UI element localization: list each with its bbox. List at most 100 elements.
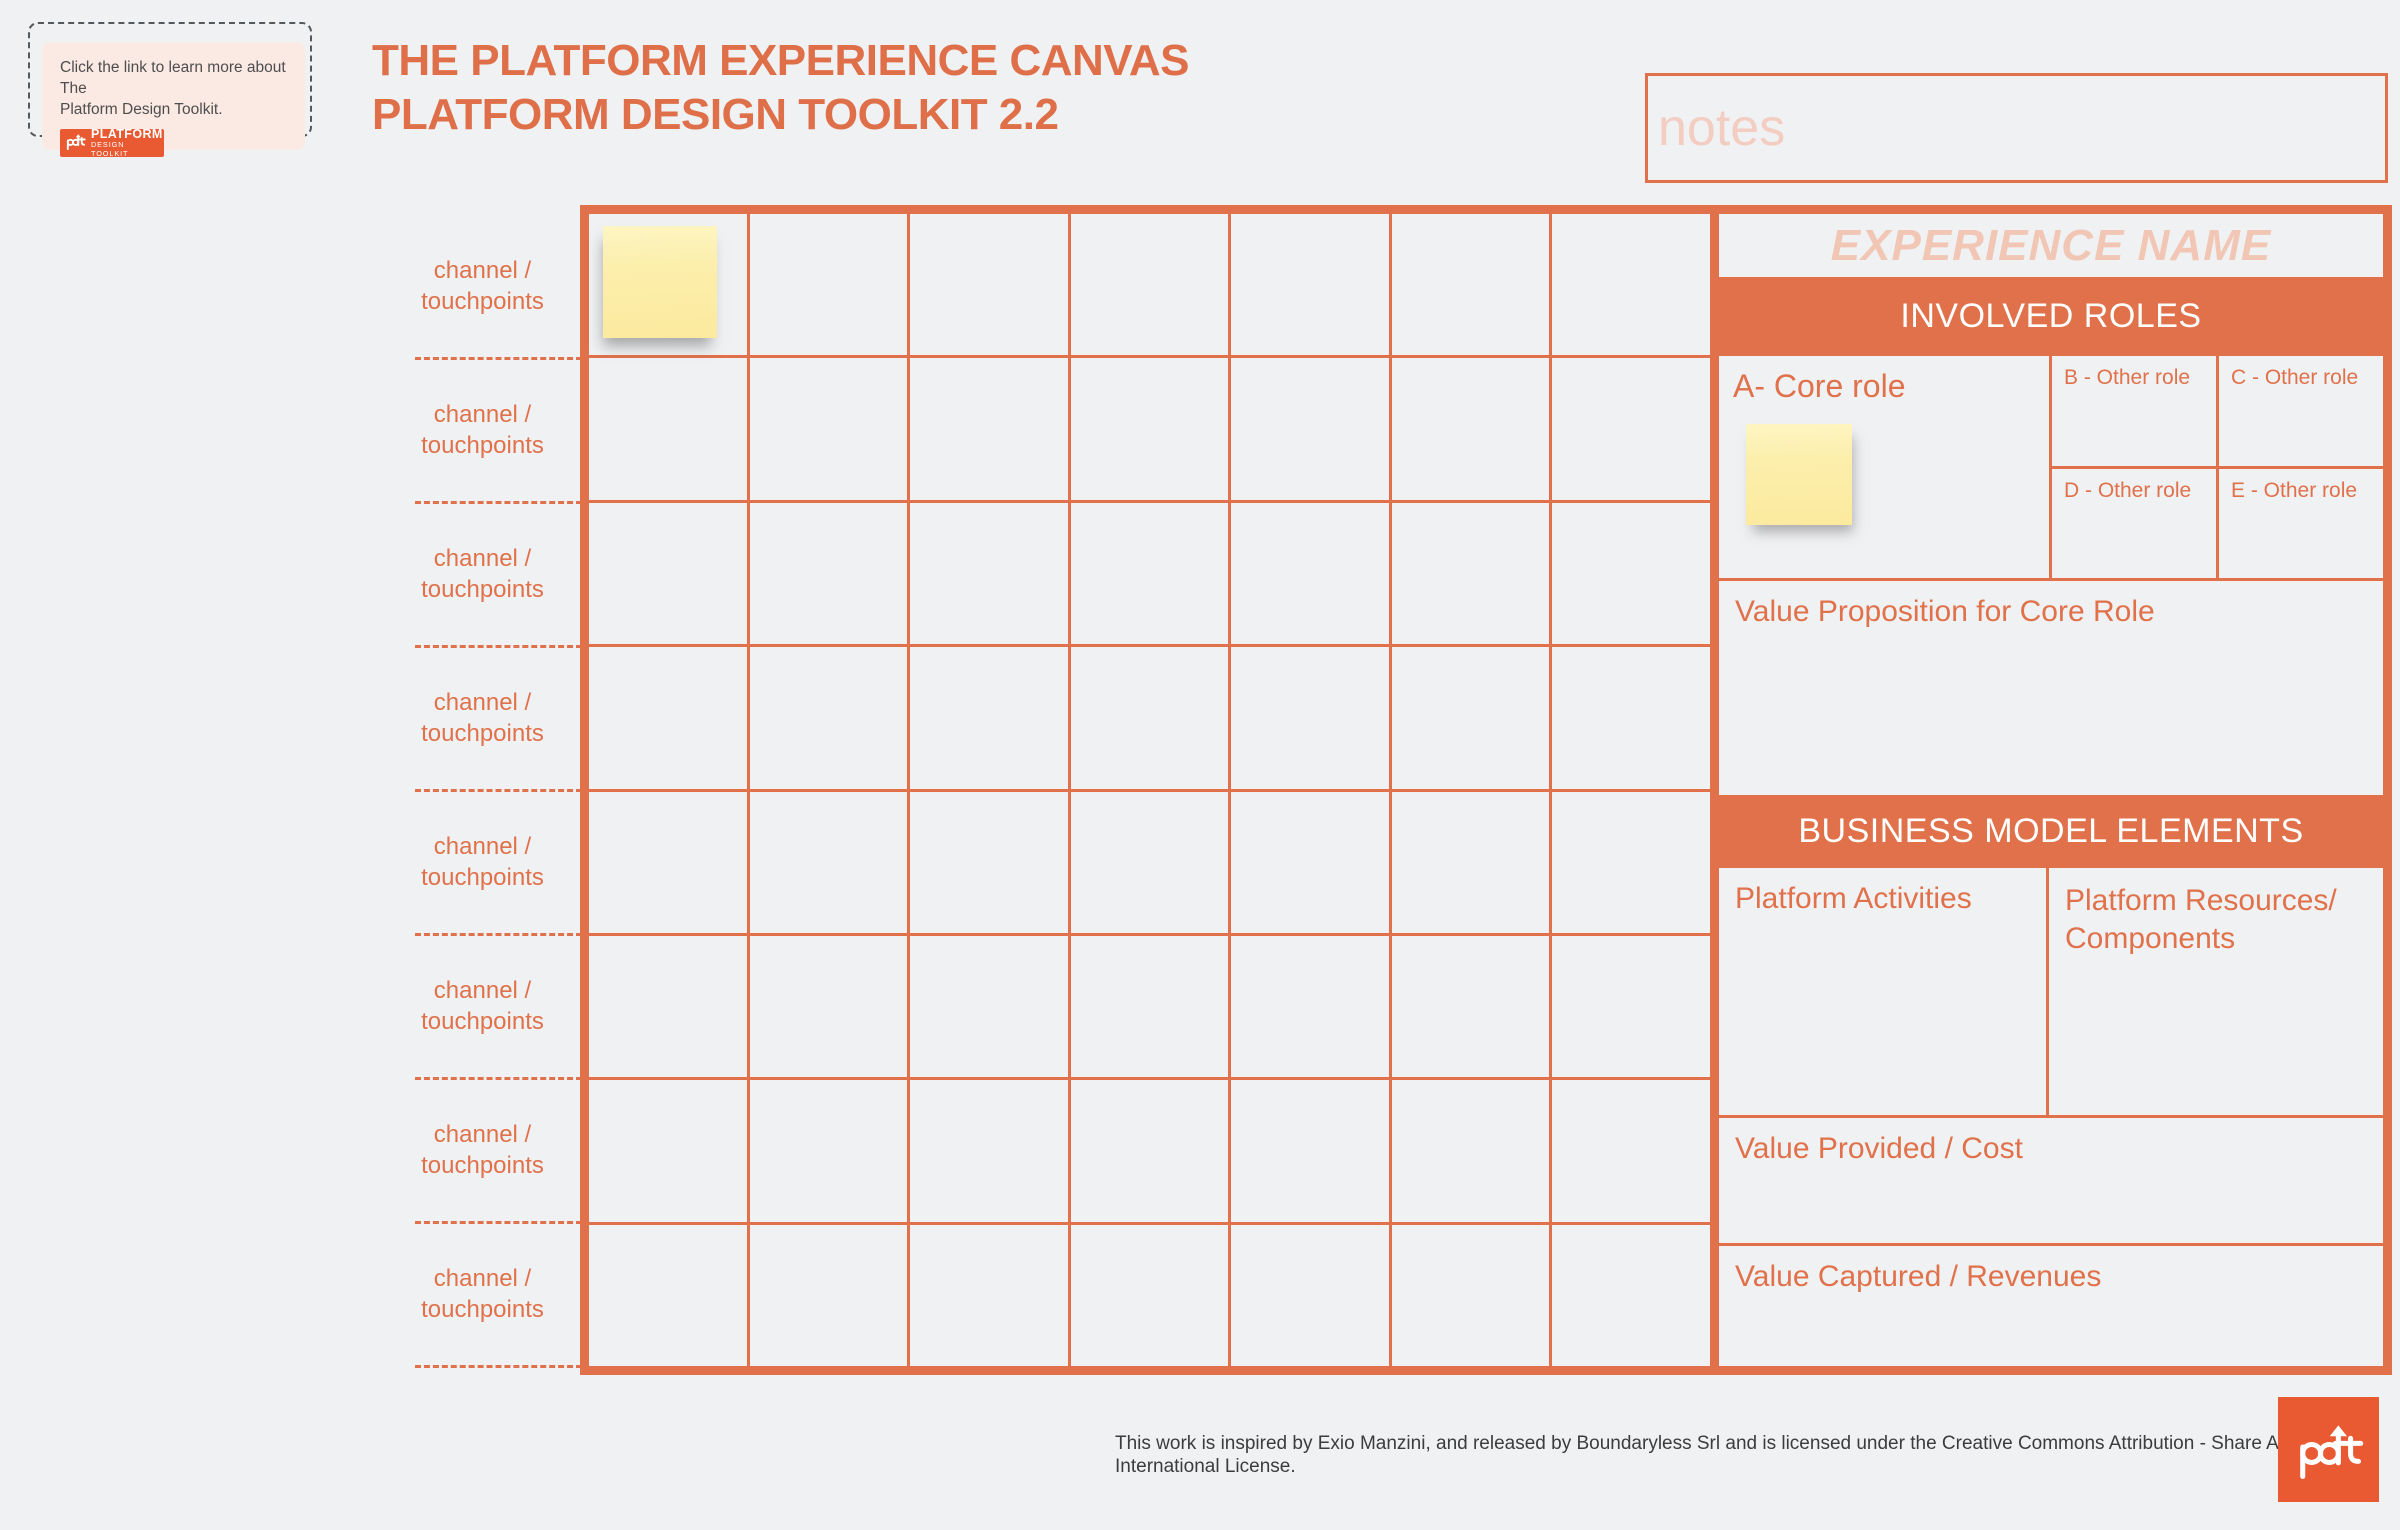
pdt-logo-icon (65, 130, 86, 156)
journey-row-label: channel / touchpoints (385, 646, 582, 792)
badge-brand-name: PLATFORM (91, 127, 163, 141)
journey-cell[interactable] (910, 358, 1068, 500)
journey-cell[interactable] (749, 1224, 908, 1366)
other-role-label: D - Other role (2064, 478, 2192, 502)
other-role-label: E - Other role (2231, 478, 2358, 502)
value-provided-label: Value Provided / Cost (1735, 1132, 2023, 1165)
journey-cell[interactable] (1070, 358, 1229, 500)
journey-cell[interactable] (1231, 214, 1389, 356)
involved-roles-header: INVOLVED ROLES (1719, 277, 2383, 356)
experience-name-placeholder: EXPERIENCE NAME (1830, 220, 2272, 270)
journey-cell[interactable] (1391, 358, 1550, 500)
journey-row-label: channel / touchpoints (385, 1078, 582, 1224)
notes-field[interactable]: notes (1645, 73, 2388, 183)
journey-cell[interactable] (589, 1224, 747, 1366)
journey-cell[interactable] (1552, 1080, 1710, 1222)
journey-cell[interactable] (749, 791, 908, 933)
page-title-line2: PLATFORM DESIGN TOOLKIT 2.2 (372, 90, 1059, 139)
experience-name-field[interactable]: EXPERIENCE NAME (1719, 214, 2383, 277)
journey-cell[interactable] (1552, 935, 1710, 1078)
journey-cell[interactable] (910, 502, 1068, 645)
journey-row-label: channel / touchpoints (385, 1222, 582, 1368)
journey-cell[interactable] (589, 1080, 747, 1222)
platform-resources-label: Platform Resources/ Components (2065, 884, 2337, 955)
badge-brand-sub: DESIGN TOOLKIT (91, 140, 129, 158)
pdt-logo-badge[interactable]: PLATFORM DESIGN TOOLKIT (60, 127, 164, 158)
platform-activities-cell[interactable]: Platform Activities (1719, 868, 2049, 1115)
value-captured-cell[interactable]: Value Captured / Revenues (1719, 1243, 2383, 1366)
journey-cell[interactable] (1231, 1080, 1389, 1222)
journey-cell[interactable] (910, 1080, 1068, 1222)
journey-cell[interactable] (1070, 935, 1229, 1078)
journey-cell[interactable] (1391, 1080, 1550, 1222)
journey-cell[interactable] (589, 502, 747, 645)
journey-cell[interactable] (749, 214, 908, 356)
journey-cell[interactable] (1391, 647, 1550, 789)
journey-cell[interactable] (1231, 647, 1389, 789)
right-panel: EXPERIENCE NAME INVOLVED ROLES A- Core r… (1719, 214, 2383, 1366)
journey-row-labels-rail: channel / touchpoints channel / touchpoints… (385, 214, 582, 1368)
journey-cell[interactable] (910, 647, 1068, 789)
sticky-note[interactable] (603, 226, 717, 338)
journey-cell[interactable] (1552, 358, 1710, 500)
journey-cell[interactable] (589, 358, 747, 500)
journey-cell[interactable] (1070, 791, 1229, 933)
platform-resources-cell[interactable]: Platform Resources/ Components (2049, 868, 2383, 1115)
journey-cell[interactable] (1231, 935, 1389, 1078)
journey-cell[interactable] (910, 791, 1068, 933)
journey-cell[interactable] (1552, 214, 1710, 356)
journey-cell[interactable] (749, 1080, 908, 1222)
journey-cell[interactable] (749, 502, 908, 645)
journey-cell[interactable] (589, 791, 747, 933)
journey-cell[interactable] (910, 935, 1068, 1078)
journey-cell[interactable] (1552, 1224, 1710, 1366)
journey-cell[interactable] (1231, 502, 1389, 645)
journey-cell[interactable] (1070, 647, 1229, 789)
journey-cell[interactable] (1231, 358, 1389, 500)
journey-cell[interactable] (1552, 647, 1710, 789)
other-role-label: C - Other role (2231, 366, 2359, 389)
journey-cell[interactable] (1391, 1224, 1550, 1366)
journey-row-label: channel / touchpoints (385, 790, 582, 936)
other-role-label: B - Other role (2064, 366, 2191, 389)
sticky-note[interactable] (1746, 424, 1852, 525)
intro-text-line1: Click the link to learn more about The (60, 59, 286, 97)
journey-cell[interactable] (1070, 1080, 1229, 1222)
journey-cell[interactable] (1070, 502, 1229, 645)
journey-cell[interactable] (1070, 1224, 1229, 1366)
toolkit-link-box[interactable]: Click the link to learn more about The P… (42, 42, 305, 158)
other-role-cell[interactable]: B - Other role (2052, 356, 2216, 466)
journey-cell[interactable] (1391, 935, 1550, 1078)
journey-cell[interactable] (1391, 214, 1550, 356)
other-role-cell[interactable]: D - Other role (2052, 468, 2216, 578)
journey-cell[interactable] (749, 358, 908, 500)
journey-grid (589, 214, 1710, 1366)
other-roles-grid: B - Other role C - Other role D - Other ro… (2049, 356, 2383, 578)
journey-row-label: channel / touchpoints (385, 358, 582, 504)
journey-cell[interactable] (589, 647, 747, 789)
pdt-footer-logo (2278, 1397, 2379, 1502)
journey-cell[interactable] (1552, 502, 1710, 645)
journey-cell[interactable] (1391, 791, 1550, 933)
journey-cell[interactable] (1070, 214, 1229, 356)
journey-cell[interactable] (1391, 502, 1550, 645)
journey-row-label: channel / touchpoints (385, 934, 582, 1080)
core-role-cell[interactable]: A- Core role (1719, 356, 2049, 578)
journey-cell[interactable] (910, 214, 1068, 356)
journey-cell[interactable] (1231, 791, 1389, 933)
other-role-cell[interactable]: E - Other role (2219, 468, 2383, 578)
value-provided-cell[interactable]: Value Provided / Cost (1719, 1115, 2383, 1243)
journey-cell[interactable] (749, 647, 908, 789)
journey-cell[interactable] (1552, 791, 1710, 933)
value-captured-label: Value Captured / Revenues (1735, 1260, 2102, 1293)
business-model-header: BUSINESS MODEL ELEMENTS (1719, 795, 2383, 868)
journey-cell[interactable] (910, 1224, 1068, 1366)
journey-cell[interactable] (1231, 1224, 1389, 1366)
other-role-cell[interactable]: C - Other role (2219, 356, 2383, 466)
notes-placeholder: notes (1658, 99, 1786, 157)
value-proposition-cell[interactable]: Value Proposition for Core Role (1719, 578, 2383, 795)
journey-cell[interactable] (589, 935, 747, 1078)
intro-text-line2: Platform Design Toolkit. (60, 101, 223, 118)
journey-cell[interactable] (749, 935, 908, 1078)
